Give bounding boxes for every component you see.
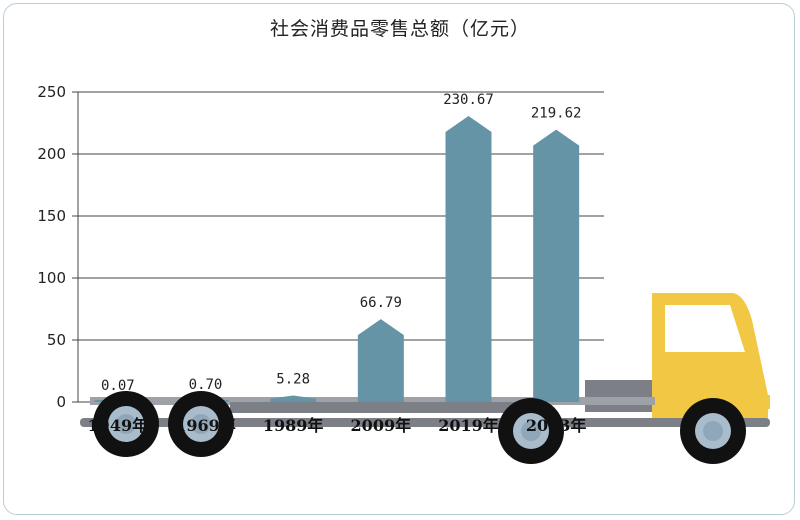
bar: [357, 319, 404, 402]
bar: [270, 395, 317, 402]
y-tick-label: 50: [47, 331, 66, 349]
truck-cab: [585, 293, 770, 418]
y-tick-label: 0: [56, 393, 66, 411]
x-axis-labels: 1949年 1969年 1989年 2009年 2019年 2023年: [88, 416, 587, 435]
x-tick-label: 1989年: [263, 416, 324, 435]
truck-wheels: [93, 391, 746, 464]
bar: [445, 115, 492, 402]
data-label: 219.62: [531, 106, 582, 122]
data-label: 0.70: [189, 377, 223, 393]
data-label: 5.28: [276, 371, 310, 387]
y-tick-label: 150: [37, 207, 66, 225]
grid-lines: [78, 91, 604, 403]
wheel-icon: [93, 391, 159, 457]
y-tick-label: 200: [37, 145, 66, 163]
x-tick-label: 2023年: [526, 416, 587, 435]
bar: [533, 129, 580, 402]
data-label: 230.67: [443, 92, 494, 108]
wheel-icon: [498, 398, 564, 464]
y-tick-label: 100: [37, 269, 66, 287]
chart-title: 社会消费品零售总额（亿元）: [269, 18, 530, 40]
data-labels: 0.07 0.70 5.28 66.79 230.67 219.62: [101, 92, 581, 394]
x-tick-label: 1969年: [175, 416, 236, 435]
y-tick-label: 250: [37, 83, 66, 101]
wheel-icon: [168, 391, 234, 457]
bars: [94, 115, 580, 402]
wheel-icon: [680, 398, 746, 464]
y-axis: 0 50 100 150 200 250: [37, 83, 79, 411]
x-tick-label: 2019年: [438, 416, 499, 435]
x-tick-label: 1949年: [88, 416, 149, 435]
data-label: 0.07: [101, 378, 135, 394]
data-label: 66.79: [360, 295, 402, 311]
x-tick-label: 2009年: [351, 416, 412, 435]
